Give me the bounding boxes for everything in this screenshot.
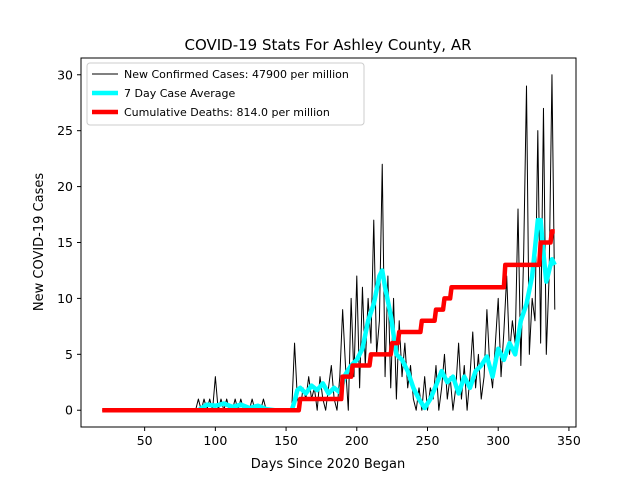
x-tick-label: 150 bbox=[274, 433, 298, 448]
legend-entries: New Confirmed Cases: 47900 per million 7 … bbox=[92, 68, 349, 119]
plot-frame bbox=[80, 57, 577, 428]
y-tick-label: 30 bbox=[57, 67, 73, 82]
chart-title: COVID-19 Stats For Ashley County, AR bbox=[184, 36, 471, 54]
x-tick-label: 300 bbox=[486, 433, 510, 448]
legend-box bbox=[86, 62, 365, 126]
legend-entry-7day-average-label: 7 Day Case Average bbox=[124, 87, 236, 100]
x-tick-label: 250 bbox=[416, 433, 440, 448]
x-tick-label: 200 bbox=[345, 433, 369, 448]
x-tick-label: 100 bbox=[203, 433, 227, 448]
legend-entry-new-cases-label: New Confirmed Cases: 47900 per million bbox=[124, 68, 349, 81]
y-tick-label: 10 bbox=[57, 291, 73, 306]
series-layer bbox=[102, 74, 557, 413]
series-cumulative-deaths-line bbox=[102, 229, 555, 413]
y-tick-label: 25 bbox=[57, 123, 73, 138]
legend-entry-cumulative-deaths-label: Cumulative Deaths: 814.0 per million bbox=[124, 106, 330, 119]
x-tick-label: 50 bbox=[137, 433, 153, 448]
legend: New Confirmed Cases: 47900 per million 7 … bbox=[86, 62, 365, 126]
y-tick-label: 5 bbox=[65, 347, 73, 362]
x-axis-label: Days Since 2020 Began bbox=[251, 457, 406, 472]
y-tick-label: 15 bbox=[57, 235, 73, 250]
y-tick-label: 0 bbox=[65, 403, 73, 418]
ticks-layer: 50 100 150 200 250 300 350 0 5 10 15 20 25 30 bbox=[57, 67, 581, 448]
x-tick-label: 350 bbox=[557, 433, 581, 448]
y-axis-label: New COVID-19 Cases bbox=[32, 173, 47, 311]
y-tick-label: 20 bbox=[57, 179, 73, 194]
